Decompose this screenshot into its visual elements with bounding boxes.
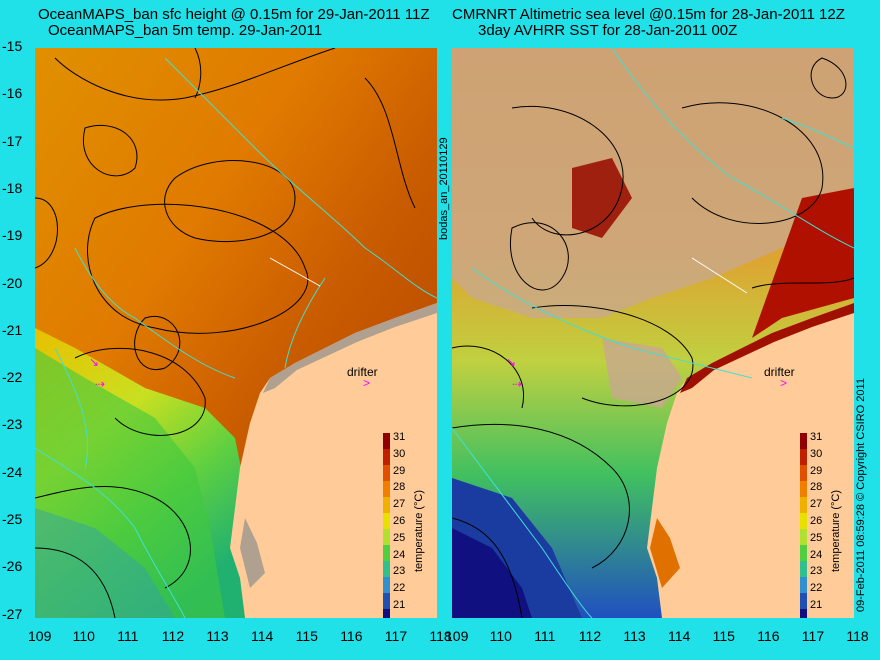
lon-tick-label: 110 (72, 628, 95, 644)
colorbar-tick-label: 31 (810, 431, 823, 443)
colorbar-tick-label: 28 (810, 481, 823, 494)
left-map-svg: ↘ ⇢ (35, 48, 437, 618)
lat-tick-label: -20 (2, 274, 23, 291)
lat-tick-label: -16 (2, 85, 23, 102)
colorbar-tick-label: 25 (810, 531, 823, 544)
colorbar-tick-label: 29 (393, 464, 406, 477)
right-drifter-label: drifter (764, 365, 795, 379)
sst-cool-region (35, 508, 175, 618)
lon-tick-label: 111 (534, 628, 556, 644)
drifter-track-marker: ↘ (89, 355, 99, 369)
right-map-panel[interactable]: ↘ ⇢ (452, 48, 854, 618)
lat-tick-label: -15 (2, 38, 23, 54)
lon-tick-label: 110 (489, 628, 512, 644)
sea-level-contours (35, 48, 416, 618)
lon-tick-label: 115 (712, 628, 735, 644)
colorbar-tick-label: 21 (810, 599, 823, 611)
right-map-svg: ↘ ⇢ (452, 48, 854, 618)
colorbar-tick-label: 22 (810, 582, 823, 595)
section-line (691, 257, 748, 294)
colorbar-tick-label: 31 (393, 431, 406, 443)
coast-warm-band (680, 303, 854, 393)
sst-green-region (35, 348, 225, 618)
lat-tick-label: -17 (2, 132, 23, 149)
right-title-line2: 3day AVHRR SST for 28-Jan-2011 00Z (478, 22, 738, 39)
drifter-track-marker: ⇢ (95, 377, 105, 391)
colorbar-tick-label: 30 (393, 447, 406, 460)
hot-patch (752, 188, 854, 338)
copyright-label: 09-Feb-2011 08:59:28 © Copyright CSIRO 2… (855, 378, 867, 612)
lat-tick-label: -25 (2, 511, 23, 527)
lat-tick-label: -24 (2, 463, 23, 480)
colorbar-tick-label: 24 (810, 548, 823, 561)
right-colorbar-title: temperature (°C) (830, 489, 842, 572)
left-title-line2: OceanMAPS_ban 5m temp. 29-Jan-2011 (48, 22, 323, 39)
left-map-panel[interactable]: ↘ ⇢ (35, 48, 437, 618)
colorbar-tick-label: 23 (810, 565, 823, 578)
colorbar-tick-label: 23 (393, 565, 406, 578)
isobaths (452, 48, 854, 618)
run-id-label: bodas_an_20110129 (438, 137, 450, 240)
colorbar-tick-label: 25 (393, 531, 406, 544)
lon-tick-label: 117 (384, 628, 408, 644)
coast-shade (263, 303, 437, 393)
left-colorbar-title: temperature (°C) (413, 489, 425, 572)
isobaths (35, 57, 437, 618)
cold-patch (452, 528, 532, 618)
colorbar-tick-label: 22 (393, 582, 406, 595)
drifter-track-marker: ↘ (506, 355, 516, 369)
lat-tick-label: -21 (2, 321, 23, 338)
lon-tick-label: 118 (846, 628, 869, 644)
lon-tick-label: 116 (340, 628, 363, 644)
lat-tick-label: -19 (2, 227, 23, 244)
sea-level-contours (452, 57, 854, 618)
hot-patch (572, 158, 632, 238)
colorbar-tick-label: 21 (393, 599, 406, 611)
coast-shade-south (240, 518, 265, 588)
left-title-line1: OceanMAPS_ban sfc height @ 0.15m for 29-… (38, 6, 430, 23)
lat-tick-label: -18 (2, 179, 23, 196)
lon-tick-label: 113 (206, 628, 229, 644)
colorbar (383, 433, 390, 618)
cloud-mask (452, 48, 854, 318)
section-line (269, 257, 321, 287)
lat-tick-label: -22 (2, 369, 23, 386)
lon-tick-label: 113 (623, 628, 646, 644)
lat-tick-label: -23 (2, 416, 23, 433)
right-drifter-marker: > (780, 376, 788, 390)
lon-tick-label: 117 (801, 628, 825, 644)
lon-tick-label: 115 (295, 628, 318, 644)
lat-tick-label: -26 (2, 558, 23, 575)
lon-tick-label: 118 (429, 628, 452, 644)
coast-warm-band-south (650, 518, 680, 588)
right-title-line1: CMRNRT Altimetric sea level @0.15m for 2… (452, 6, 845, 23)
lon-tick-label: 112 (578, 628, 602, 644)
lat-tick-label: -27 (2, 605, 23, 622)
drifter-track-marker: ⇢ (512, 377, 522, 391)
left-drifter-label: drifter (347, 365, 378, 379)
colorbar-tick-label: 28 (393, 481, 406, 494)
lon-tick-label: 114 (668, 628, 691, 644)
colorbar-tick-label: 24 (393, 548, 406, 561)
lon-tick-label: 116 (757, 628, 780, 644)
colorbar-tick-label: 26 (810, 515, 823, 527)
lon-tick-label: 114 (251, 628, 274, 644)
colorbar-tick-label: 27 (810, 498, 823, 511)
lon-tick-label: 109 (28, 628, 52, 644)
colorbar-tick-label: 29 (810, 464, 823, 477)
lon-tick-label: 111 (117, 628, 139, 644)
colorbar-tick-label: 30 (810, 447, 823, 460)
colorbar (800, 433, 807, 618)
left-drifter-marker: > (363, 376, 371, 390)
lon-tick-label: 112 (161, 628, 185, 644)
colorbar-tick-label: 27 (393, 498, 406, 511)
lon-tick-label: 109 (445, 628, 469, 644)
colorbar-tick-label: 26 (393, 515, 406, 527)
